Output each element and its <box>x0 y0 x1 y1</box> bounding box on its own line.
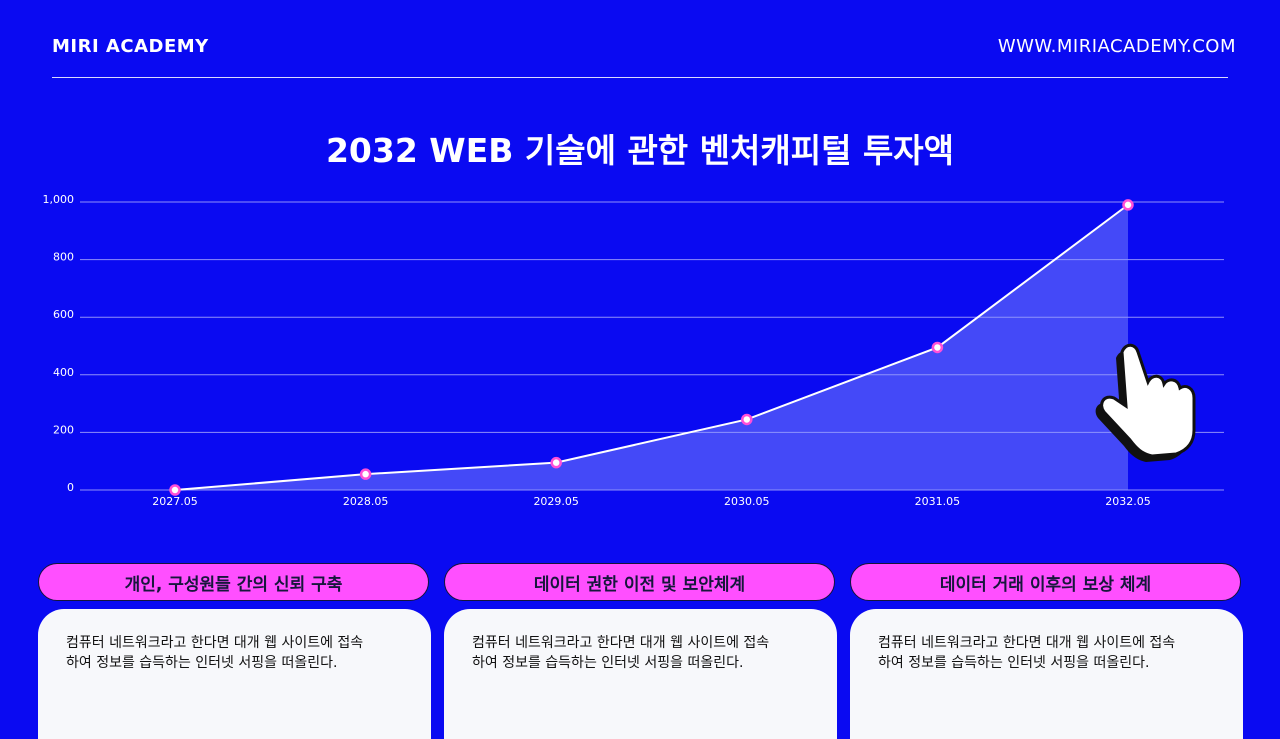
slide: MIRI ACADEMY WWW.MIRIACADEMY.COM 2032 WE… <box>38 36 1243 739</box>
y-tick-label: 200 <box>53 423 74 436</box>
x-tick-label: 2028.05 <box>343 495 389 508</box>
card-text: 컴퓨터 네트워크라고 한다면 대개 웹 사이트에 접속 <box>472 635 770 651</box>
divider <box>52 77 1228 78</box>
x-tick-label: 2029.05 <box>533 495 579 508</box>
card-text: 컴퓨터 네트워크라고 한다면 대개 웹 사이트에 접속 <box>878 635 1176 651</box>
card-text: 하여 정보를 습득하는 인터넷 서핑을 떠올린다. <box>66 655 338 671</box>
y-tick-label: 800 <box>53 251 74 264</box>
chart: 0 200 400 600 800 1,000 2027.05 2028.05 2029.05 2… <box>43 193 1224 508</box>
line <box>174 204 1129 491</box>
point <box>931 341 944 354</box>
point <box>359 468 372 480</box>
x-tick-label: 2027.05 <box>152 495 198 508</box>
y-tick-label: 0 <box>67 481 74 494</box>
point <box>1122 199 1134 211</box>
point <box>169 484 181 496</box>
card-text: 하여 정보를 습득하는 인터넷 서핑을 떠올린다. <box>472 655 744 671</box>
cursor-icon <box>1095 343 1196 462</box>
brand: MIRI ACADEMY <box>52 36 209 57</box>
x-tick-label: 2032.05 <box>1105 495 1151 508</box>
x-tick-label: 2031.05 <box>915 495 961 508</box>
x-tick-label: 2030.05 <box>724 495 770 508</box>
url: WWW.MIRIACADEMY.COM <box>997 36 1236 57</box>
y-tick-label: 400 <box>53 366 74 379</box>
point <box>550 456 562 469</box>
card-text: 컴퓨터 네트워크라고 한다면 대개 웹 사이트에 접속 <box>66 635 364 651</box>
area <box>175 204 1128 490</box>
card-title: 데이터 거래 이후의 보상 체계 <box>850 563 1241 601</box>
card-text: 하여 정보를 습득하는 인터넷 서핑을 떠올린다. <box>878 655 1150 671</box>
y-tick-label: 600 <box>53 308 74 321</box>
card-title: 개인, 구성원들 간의 신뢰 구축 <box>38 563 429 601</box>
chart-title: 2032 WEB 기술에 관한 벤처캐피털 투자액 <box>325 131 955 170</box>
point <box>741 413 753 426</box>
card-title: 데이터 권한 이전 및 보안체계 <box>444 563 835 601</box>
y-tick-label: 1,000 <box>43 193 75 206</box>
